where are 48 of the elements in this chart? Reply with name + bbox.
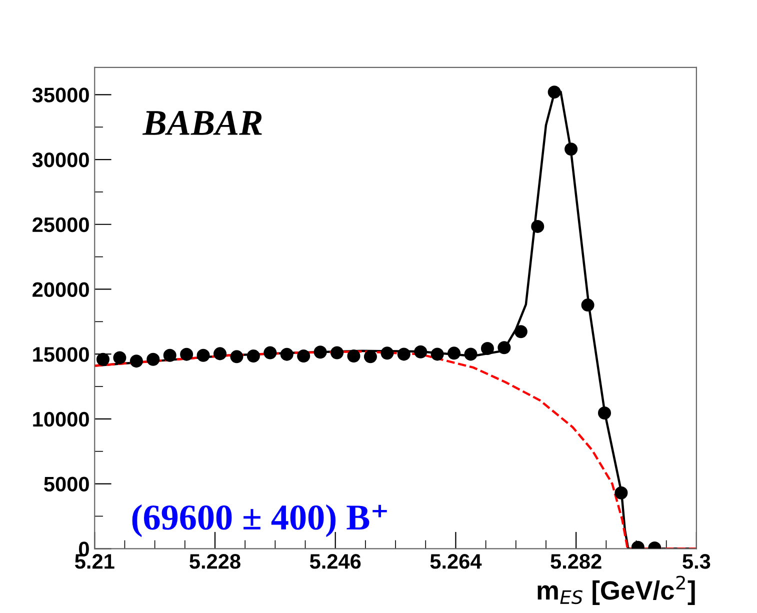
point: [514, 325, 528, 338]
point: [430, 348, 444, 361]
point: [96, 352, 110, 366]
x-tick-label: 5.282: [550, 554, 602, 569]
x-tick-label: 5.3: [682, 554, 710, 569]
point: [246, 350, 260, 363]
point: [264, 346, 277, 360]
point: [531, 220, 544, 233]
point: [330, 346, 344, 360]
x-tick-label: 5.21: [74, 554, 114, 569]
point: [397, 348, 410, 361]
point: [548, 86, 561, 99]
point: [196, 348, 210, 362]
point: [614, 486, 628, 500]
y-tick-label: 15000: [33, 347, 89, 362]
point: [364, 350, 377, 364]
point: [498, 341, 511, 354]
y-tick-label: 20000: [32, 282, 89, 297]
point: [314, 346, 327, 359]
y-tick-label: 35000: [32, 88, 89, 102]
point: [180, 348, 194, 361]
point: [113, 351, 126, 364]
point: [414, 345, 428, 358]
point: [581, 298, 594, 312]
point: [130, 354, 143, 368]
point: [280, 348, 294, 361]
annotation: (69600 ± 400) B⁺: [132, 504, 387, 538]
point: [448, 346, 461, 360]
point: [163, 348, 176, 362]
y-tick-label: 10000: [33, 412, 89, 427]
point: [214, 347, 227, 360]
point: [564, 142, 578, 156]
point: [380, 346, 394, 360]
x-tick-label: 5.264: [430, 554, 482, 569]
y-tick-label: 30000: [32, 152, 89, 168]
y-tick-label: 5000: [44, 476, 89, 492]
point: [480, 342, 494, 356]
point: [146, 352, 160, 366]
point: [464, 348, 478, 361]
x-axis-title: m$_{ES}$ [GeV/c$^{2}$]: [538, 576, 695, 605]
annotation: BABAR: [142, 110, 262, 135]
x-tick-label: 5.228: [190, 554, 240, 569]
point: [230, 350, 244, 364]
point: [598, 406, 611, 420]
point: [347, 350, 360, 363]
x-tick-label: 5.246: [310, 554, 361, 569]
point: [297, 350, 310, 363]
y-tick-label: 25000: [32, 217, 89, 232]
